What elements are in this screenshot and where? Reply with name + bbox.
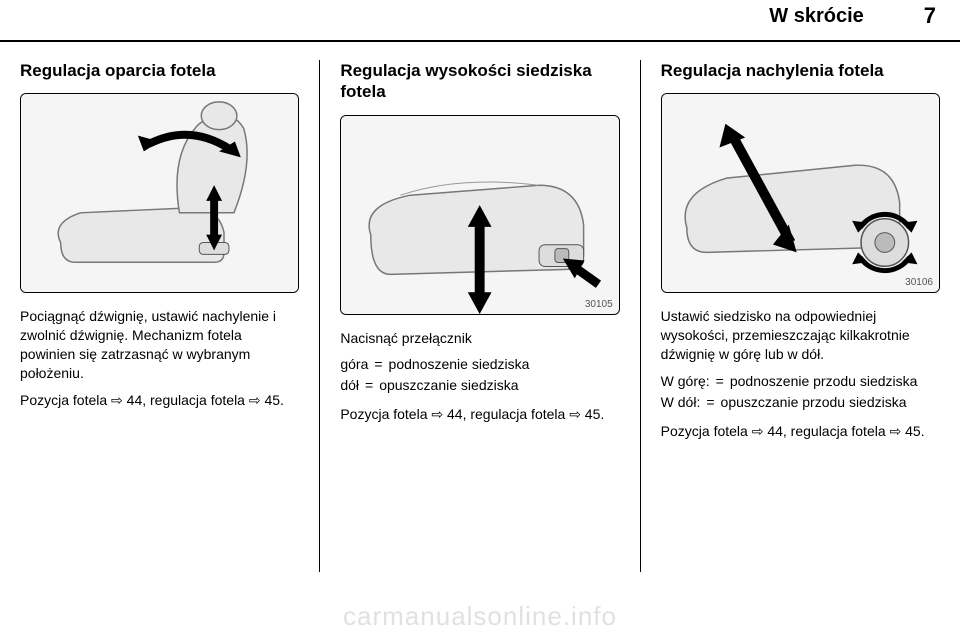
definition-key: dół	[340, 376, 359, 395]
definition-key: W dół:	[661, 393, 701, 412]
column-backrest: Regulacja oparcia fotela	[0, 60, 319, 572]
seat-tilt-illustration	[662, 94, 939, 292]
seat-height-illustration	[341, 116, 618, 314]
column-title: Regulacja oparcia fotela	[20, 60, 299, 81]
paragraph: Nacisnąć przełącznik	[340, 329, 619, 348]
definition-value: opuszczanie siedziska	[379, 376, 518, 395]
section-title: W skrócie	[769, 5, 863, 28]
definition-row: dół = opuszczanie siedziska	[340, 376, 619, 395]
figure-id: 30106	[905, 277, 933, 288]
cross-reference: Pozycja fotela ⇨ 44, regulacja fotela ⇨ …	[20, 391, 299, 410]
manual-page: W skrócie 7 Regulacja oparcia fotela	[0, 0, 960, 642]
paragraph: Ustawić siedzisko na odpowiedniej wysoko…	[661, 307, 940, 364]
definition-value: opuszczanie przodu siedziska	[721, 393, 907, 412]
equals-sign: =	[710, 372, 730, 391]
column-title: Regulacja nachylenia fotela	[661, 60, 940, 81]
definition-row: góra = podnoszenie siedziska	[340, 355, 619, 374]
cross-reference: Pozycja fotela ⇨ 44, regulacja fotela ⇨ …	[340, 405, 619, 424]
figure-backrest	[20, 93, 299, 293]
page-number: 7	[924, 3, 936, 29]
equals-sign: =	[359, 376, 379, 395]
watermark: carmanualsonline.info	[0, 601, 960, 632]
equals-sign: =	[700, 393, 720, 412]
figure-id: 30105	[585, 299, 613, 310]
definition-value: podnoszenie przodu siedziska	[730, 372, 918, 391]
definition-key: góra	[340, 355, 368, 374]
content-columns: Regulacja oparcia fotela	[0, 42, 960, 572]
cross-reference: Pozycja fotela ⇨ 44, regulacja fotela ⇨ …	[661, 422, 940, 441]
equals-sign: =	[368, 355, 388, 374]
column-title: Regulacja wysokości siedziska fotela	[340, 60, 619, 103]
column-seat-height: Regulacja wysokości siedziska fotela	[319, 60, 639, 572]
definition-row: W dół: = opuszczanie przodu siedziska	[661, 393, 940, 412]
seat-backrest-illustration	[21, 94, 298, 292]
definition-row: W górę: = podnoszenie przodu siedziska	[661, 372, 940, 391]
definition-key: W górę:	[661, 372, 710, 391]
paragraph: Pociągnąć dźwignię, ustawić nachylenie i…	[20, 307, 299, 383]
page-header: W skrócie 7	[0, 0, 960, 42]
figure-seat-height: 30105	[340, 115, 619, 315]
column-seat-tilt: Regulacja nachylenia fotela	[640, 60, 960, 572]
definition-value: podnoszenie siedziska	[389, 355, 530, 374]
figure-seat-tilt: 30106	[661, 93, 940, 293]
